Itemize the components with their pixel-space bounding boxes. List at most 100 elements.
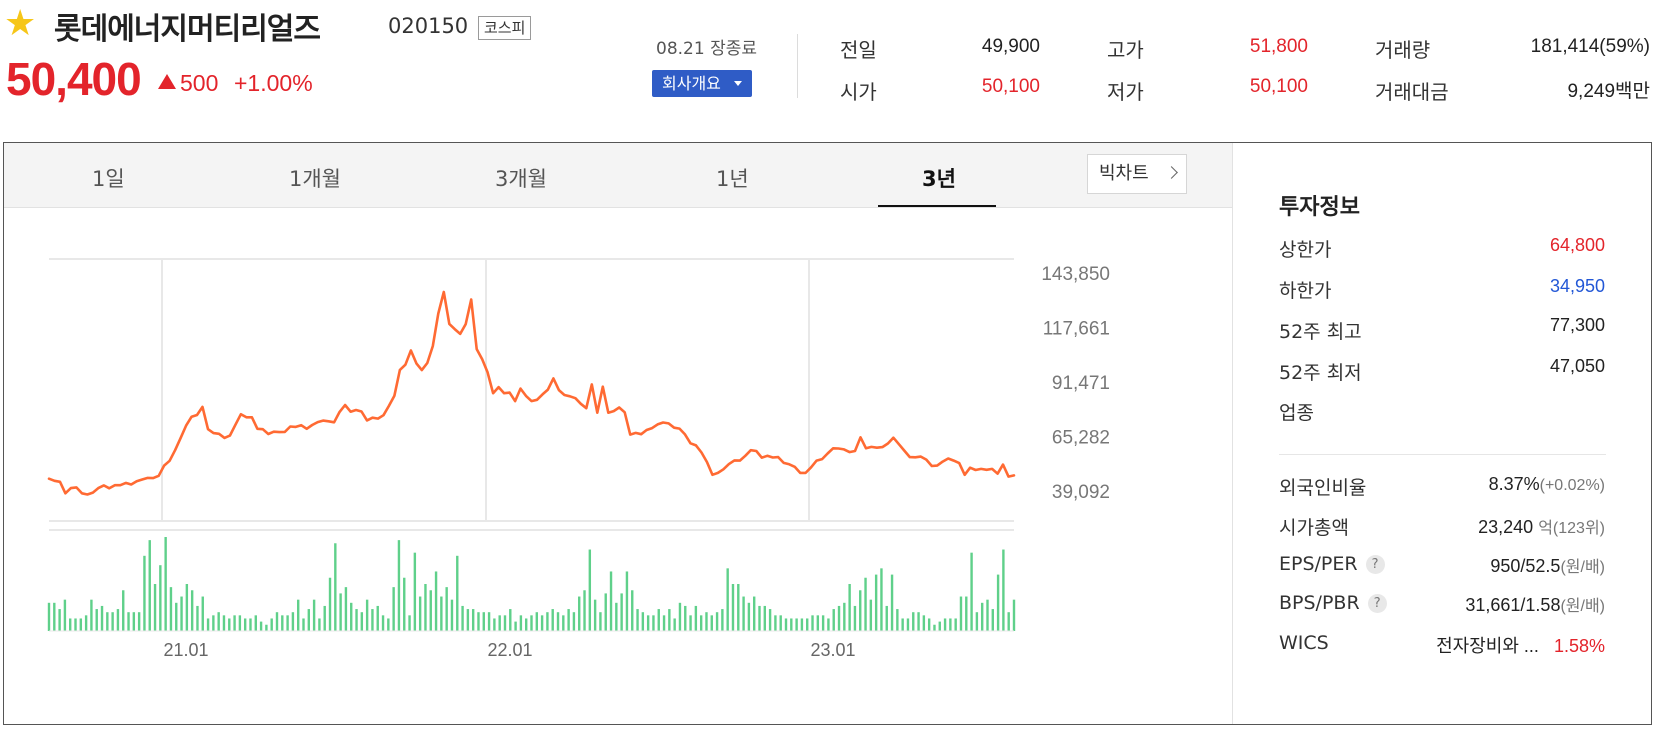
volume-bar	[259, 621, 263, 631]
price-change-rate: +1.00%	[234, 70, 313, 96]
volume-bar	[471, 609, 475, 631]
volume-bar	[217, 612, 220, 631]
volume-bar	[355, 609, 358, 631]
volume-bar	[228, 618, 231, 631]
volume-bar	[503, 615, 507, 631]
volume-bar	[562, 615, 565, 631]
quote-value-open: 50,100	[981, 76, 1040, 97]
volume-bar	[201, 596, 204, 631]
volume-bar	[365, 599, 369, 631]
volume-bar	[238, 615, 242, 631]
volume-bar	[381, 615, 385, 631]
volume-bar	[466, 609, 470, 631]
volume-bar	[540, 615, 544, 631]
volume-bar	[901, 618, 904, 631]
volume-bar	[806, 618, 809, 631]
volume-bar	[593, 599, 597, 631]
volume-bar	[344, 587, 348, 631]
volume-bar	[376, 605, 379, 631]
volume-bar	[556, 612, 560, 631]
volume-bar	[487, 612, 491, 631]
volume-bar	[302, 618, 305, 631]
volume-bar	[949, 618, 952, 631]
wics-value[interactable]: 전자장비와 ... 1.58%	[1436, 632, 1605, 658]
volume-bar	[307, 609, 311, 631]
volume-bar	[959, 596, 963, 631]
favorite-star-icon[interactable]: ★	[4, 3, 37, 44]
price-line	[47, 290, 1016, 496]
volume-bar	[482, 612, 485, 631]
volume-bar	[731, 584, 735, 631]
volume-bar	[774, 615, 777, 631]
volume-bar	[710, 615, 713, 631]
market-cap-label: 시가총액	[1279, 517, 1349, 539]
volume-bar	[524, 618, 528, 631]
market-date-status: 08.21 장종료	[656, 39, 757, 59]
stock-name: 롯데에너지머티리얼즈	[54, 12, 321, 47]
volume-bar	[975, 612, 979, 631]
volume-bar	[609, 571, 613, 631]
tab-1year[interactable]: 1년	[716, 167, 749, 191]
tab-1month[interactable]: 1개월	[289, 167, 342, 191]
volume-bar	[116, 609, 120, 631]
volume-bar	[1007, 612, 1010, 631]
volume-bar	[922, 615, 926, 631]
eps-per-help-icon[interactable]: ?	[1365, 555, 1385, 574]
volume-bar	[927, 618, 931, 631]
volume-bar	[434, 571, 438, 631]
company-overview-button[interactable]: 회사개요	[652, 70, 752, 97]
market-cap-value: 23,240 억(123위)	[1478, 514, 1605, 538]
volume-bar	[965, 596, 968, 631]
bigchart-label: 빅차트	[1099, 163, 1149, 184]
volume-bar	[169, 587, 173, 631]
tab-3month[interactable]: 3개월	[495, 167, 548, 191]
volume-bar	[869, 599, 873, 631]
bps-pbr-help-icon[interactable]: ?	[1367, 594, 1387, 613]
volume-bar	[222, 615, 226, 631]
volume-bar	[143, 555, 146, 631]
volume-bar	[588, 549, 592, 631]
volume-bar	[122, 590, 125, 631]
volume-bar	[943, 618, 947, 631]
volume-bar	[784, 618, 788, 631]
volume-bar	[790, 618, 793, 631]
volume-bar	[535, 612, 539, 631]
volume-bar	[509, 609, 512, 631]
volume-bar	[874, 574, 878, 631]
volume-bar	[546, 612, 549, 631]
volume-bar	[620, 593, 623, 631]
tab-3year[interactable]: 3년	[922, 167, 956, 191]
eps-per-number: 950/52.5	[1490, 556, 1561, 576]
volume-bar	[689, 615, 692, 631]
quote-value-low: 50,100	[1249, 76, 1308, 97]
volume-bar	[196, 605, 199, 631]
active-tab-underline	[878, 205, 996, 207]
volume-bar	[896, 609, 899, 631]
volume-bar	[551, 609, 554, 631]
bigchart-button[interactable]: 빅차트	[1087, 154, 1187, 194]
volume-bar	[58, 609, 61, 631]
volume-bar	[137, 612, 141, 631]
volume-bar	[297, 599, 300, 631]
volume-bar	[1012, 599, 1016, 631]
volume-bar	[328, 577, 332, 631]
volume-bar	[100, 605, 104, 631]
volume-bar	[938, 621, 941, 631]
volume-bar	[832, 609, 835, 631]
volume-bar	[212, 615, 215, 631]
tab-1day[interactable]: 1일	[92, 167, 125, 191]
foreign-ratio-value: 8.37%(+0.02%)	[1489, 474, 1605, 495]
volume-bar	[646, 615, 650, 631]
volume-bar	[424, 584, 427, 631]
volume-bar	[970, 552, 973, 631]
price-change: 500	[180, 70, 219, 96]
volume-bar	[498, 615, 501, 631]
volume-bar	[752, 596, 756, 631]
volume-bar	[827, 618, 830, 631]
volume-bar	[185, 584, 189, 631]
volume-bar	[461, 605, 464, 631]
stock-code: 020150	[388, 14, 469, 38]
bps-pbr-number: 31,661/1.58	[1465, 595, 1561, 615]
investment-info-panel: 투자정보 상한가 64,800 하한가 34,950 52주 최고 77,300…	[1232, 143, 1651, 724]
quote-label-high: 고가	[1107, 38, 1144, 62]
